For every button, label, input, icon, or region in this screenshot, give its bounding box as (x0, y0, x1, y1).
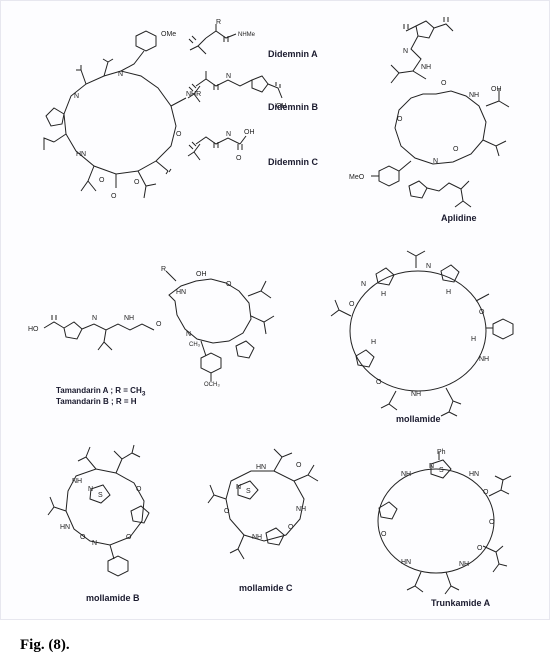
atom-label: NH (252, 534, 262, 541)
atom-label: H (446, 289, 451, 296)
atom-label: O (397, 116, 403, 123)
atom-label: NH (411, 391, 421, 398)
atom-label: O (483, 489, 489, 496)
atom-label: NH (401, 471, 411, 478)
atom-label: OH (244, 129, 255, 136)
atom-label: HN (176, 289, 186, 296)
atom-label: O (376, 379, 382, 386)
atom-label: N (74, 93, 79, 100)
label-mollamide-c: mollamide C (239, 583, 293, 593)
atom-label: HO (28, 326, 39, 333)
tamandarin-a-sub: 3 (142, 391, 146, 398)
atom-label: N (403, 48, 408, 55)
label-trunkamide-a: Trunkamide A (431, 598, 490, 608)
atom-label: HN (76, 151, 86, 158)
atom-label: N (361, 281, 366, 288)
atom-label: O (111, 193, 117, 200)
atom-label: R (216, 19, 221, 26)
atom-label: NH (421, 64, 431, 71)
atom-label: O (381, 531, 387, 538)
tamandarin-a-text: Tamandarin A ; R = CH (56, 386, 142, 395)
atom-label: MeO (349, 174, 365, 181)
atom-label: N (236, 484, 241, 491)
atom-label: O (349, 301, 355, 308)
atom-label: O (136, 486, 142, 493)
atom-label: O (99, 177, 105, 184)
label-didemnin-c: Didemnin C (268, 157, 318, 167)
atom-label: S (439, 467, 444, 474)
atom-label: OMe (161, 31, 176, 38)
atom-label: R (161, 266, 166, 273)
atom-label: NH (72, 478, 82, 485)
atom-label: O (236, 155, 242, 162)
aplidine-structure: N NH OH MeO O NH O N O (341, 11, 526, 216)
atom-label: O (156, 321, 162, 328)
label-mollamide: mollamide (396, 414, 441, 424)
atom-label: O (453, 146, 459, 153)
atom-label: HN (60, 524, 70, 531)
mollamide-b-structure: S N NH HN N O O O (36, 441, 186, 596)
atom-label: H (381, 291, 386, 298)
atom-label: H (371, 339, 376, 346)
atom-label: HN (469, 471, 479, 478)
atom-label: O (489, 519, 495, 526)
atom-label: NHMe (238, 32, 256, 38)
atom-label: NH (124, 315, 134, 322)
atom-label: O (479, 309, 485, 316)
atom-label: O (226, 281, 232, 288)
atom-label: O (126, 534, 132, 541)
trunkamide-a-structure: S N Ph O O NH HN O HN NH O (351, 436, 526, 601)
label-didemnin-b: Didemnin B (268, 102, 318, 112)
label-didemnin-a: Didemnin A (268, 49, 318, 59)
tamandarin-structure: HO N NH R OH OCH₃ HN O N CH₃ O (26, 236, 306, 396)
atom-label: N (226, 131, 231, 138)
atom-label: N (118, 71, 123, 78)
atom-label: HN (256, 464, 266, 471)
atom-label: S (246, 488, 251, 495)
atom-label: O (176, 131, 182, 138)
atom-label: NH (469, 92, 479, 99)
atom-label: OCH₃ (204, 382, 220, 388)
atom-label: N (433, 158, 438, 165)
atom-label: O (441, 80, 447, 87)
atom-label: O (224, 508, 230, 515)
atom-label: N (426, 263, 431, 270)
atom-label: OH (196, 271, 207, 278)
atom-label: N (88, 486, 93, 493)
atom-label: O (296, 462, 302, 469)
atom-label: NH (459, 561, 469, 568)
atom-label: N (92, 315, 97, 322)
atom-label: N (226, 73, 231, 80)
atom-label: OH (491, 86, 502, 93)
label-mollamide-b: mollamide B (86, 593, 140, 603)
atom-label: O (477, 545, 483, 552)
atom-label: N (429, 463, 434, 470)
atom-label: O (134, 179, 140, 186)
atom-label: O (80, 534, 86, 541)
atom-label: H (471, 336, 476, 343)
atom-label: NH (479, 356, 489, 363)
atom-label: HN (401, 559, 411, 566)
label-tamandarin-b: Tamandarin B ; R = H (56, 397, 137, 407)
figure-panel: OMe NHR O N N HN O O O R NHMe OH (0, 0, 550, 620)
mollamide-structure: H H H H O N N O NH NH O (321, 246, 516, 421)
atom-label: Ph (437, 449, 446, 456)
atom-label: CH₃ (189, 342, 201, 348)
figure-caption: Fig. (8). (20, 637, 70, 654)
atom-label: O (288, 524, 294, 531)
atom-label: N (186, 331, 191, 338)
atom-label: NH (296, 506, 306, 513)
atom-label: N (92, 540, 97, 547)
mollamide-c-structure: S N O HN NH NH O O (196, 441, 336, 591)
atom-label: S (98, 492, 103, 499)
label-aplidine: Aplidine (441, 213, 477, 223)
